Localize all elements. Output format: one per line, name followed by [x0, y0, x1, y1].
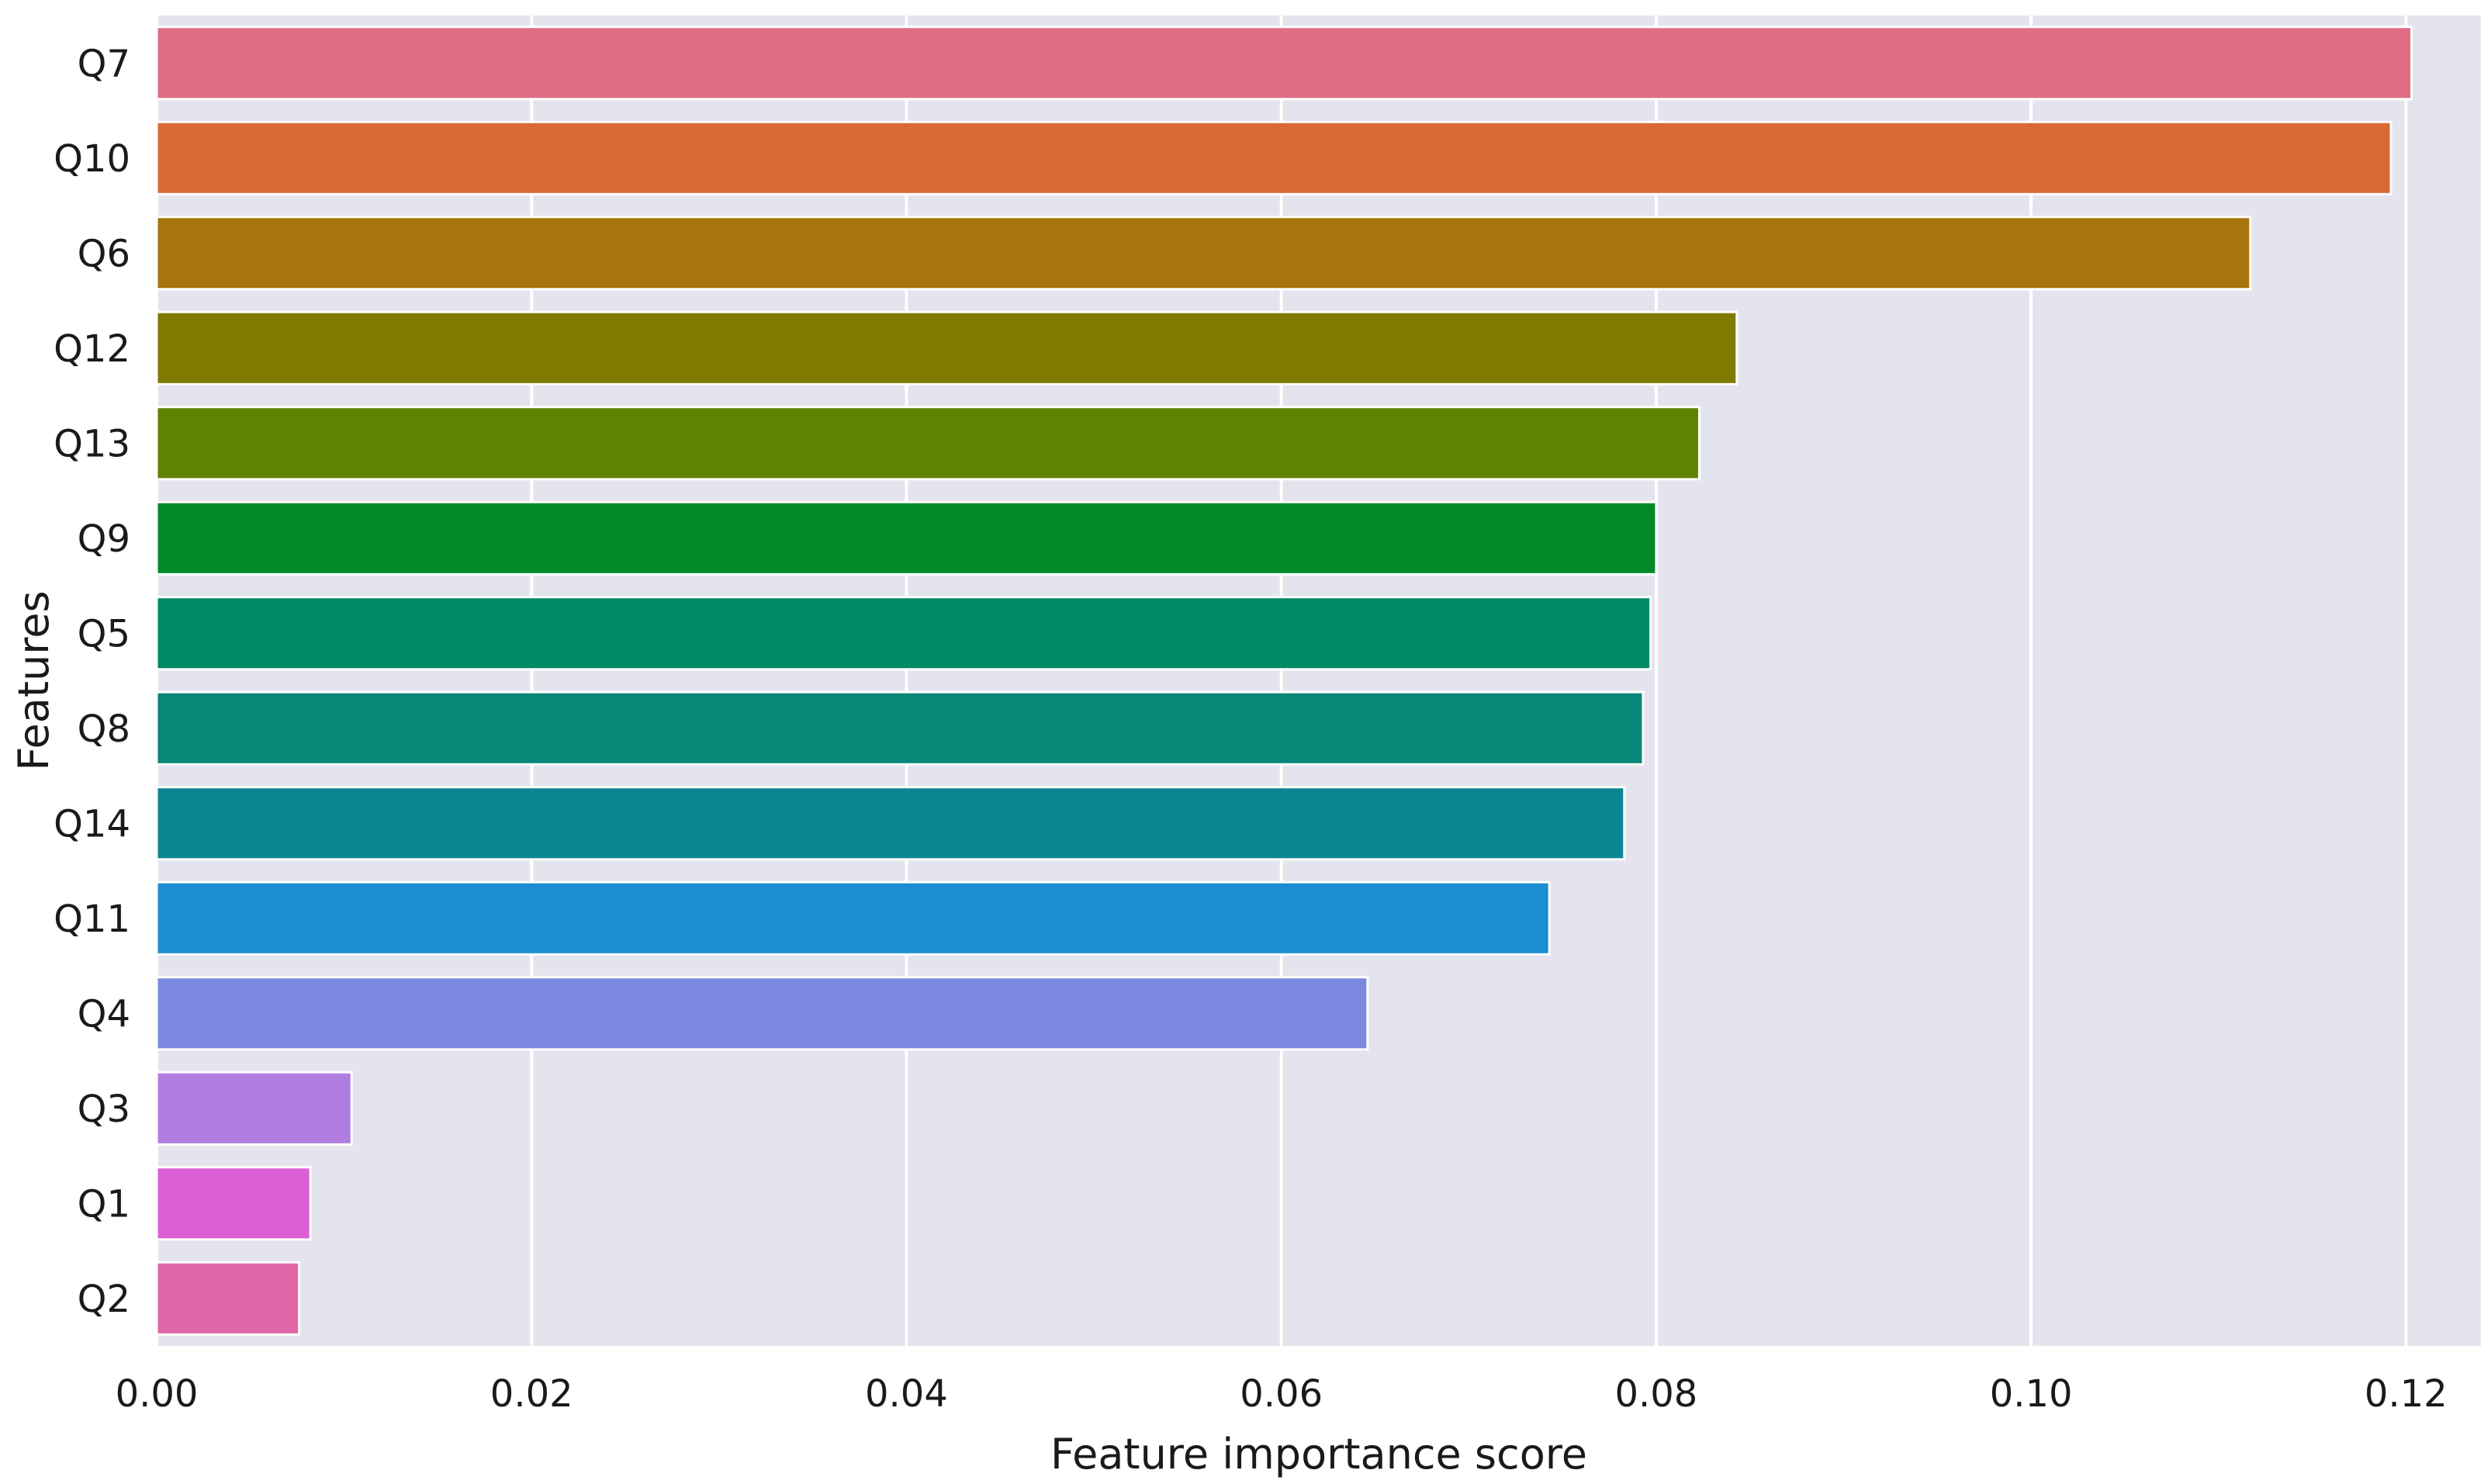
y-tick-label-q3: Q3	[78, 1088, 130, 1131]
y-tick-labels: Q7 Q10 Q6 Q12 Q13 Q9 Q5 Q8 Q14 Q11 Q4 Q3 Q1 Q2	[54, 42, 130, 1321]
plot-area	[157, 16, 2481, 1346]
y-tick-label-q12: Q12	[54, 327, 130, 371]
bar-q12	[155, 310, 1739, 386]
x-tick-label: 0.12	[2365, 1372, 2448, 1416]
bar-q8	[155, 690, 1645, 766]
y-tick-label-q10: Q10	[54, 137, 130, 181]
bar-q11	[155, 880, 1551, 956]
bar-q10	[155, 120, 2392, 195]
y-axis-title: Features	[9, 590, 58, 770]
y-tick-label-q7: Q7	[78, 42, 130, 85]
bar-q9	[155, 500, 1658, 576]
y-tick-label-q11: Q11	[54, 898, 130, 941]
bar-q6	[155, 216, 2252, 291]
y-tick-label-q9: Q9	[78, 517, 130, 561]
y-tick-label-q8: Q8	[78, 707, 130, 751]
bar-q13	[155, 406, 1700, 481]
bar-q5	[155, 596, 1652, 671]
y-tick-label-q1: Q1	[78, 1182, 130, 1226]
x-tick-label: 0.00	[116, 1372, 199, 1416]
bar-q2	[155, 1261, 301, 1336]
x-tick-label: 0.02	[490, 1372, 573, 1416]
bar-q4	[155, 976, 1369, 1051]
bar-q7	[155, 26, 2413, 101]
x-tick-labels: 0.00 0.02 0.04 0.06 0.08 0.10 0.12	[116, 1372, 2448, 1416]
bar-q3	[155, 1071, 353, 1146]
x-tick-label: 0.04	[865, 1372, 948, 1416]
y-tick-label-q6: Q6	[78, 232, 130, 275]
y-tick-label-q2: Q2	[78, 1278, 130, 1321]
y-tick-label-q5: Q5	[78, 612, 130, 656]
x-axis-title: Feature importance score	[1050, 1430, 1587, 1479]
y-tick-label-q13: Q13	[54, 422, 130, 465]
x-tick-label: 0.10	[1990, 1372, 2073, 1416]
bars	[155, 26, 2413, 1336]
y-tick-label-q4: Q4	[78, 992, 130, 1036]
bar-q1	[155, 1166, 312, 1241]
x-tick-label: 0.06	[1240, 1372, 1323, 1416]
x-tick-label: 0.08	[1614, 1372, 1697, 1416]
bar-q14	[155, 786, 1626, 861]
y-tick-label-q14: Q14	[54, 802, 130, 846]
